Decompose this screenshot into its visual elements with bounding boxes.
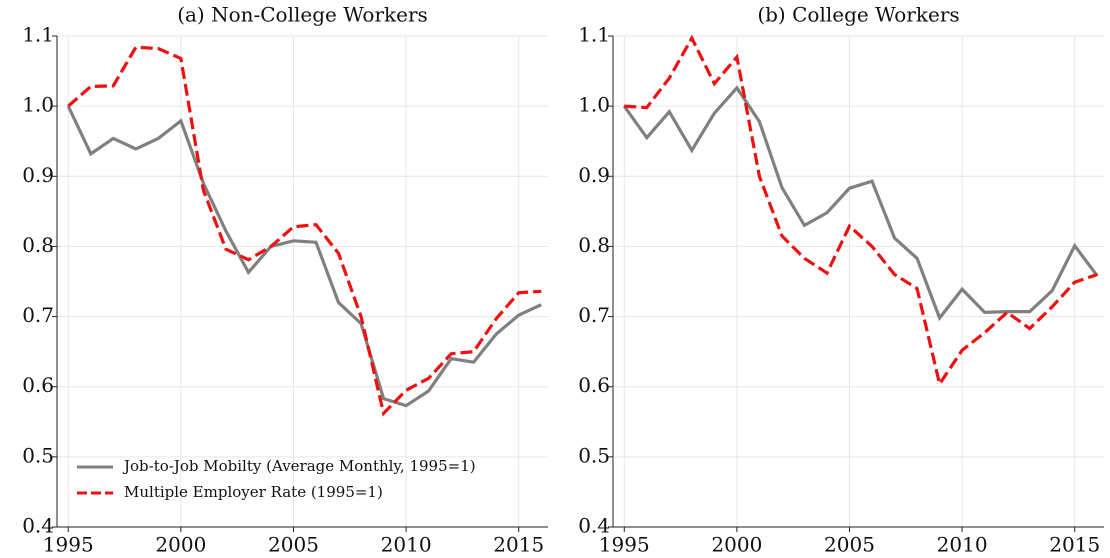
x-tick-label: 2010: [937, 533, 988, 557]
x-tick-label: 2015: [1049, 533, 1100, 557]
series-line: [624, 34, 1098, 388]
y-tick-label: 0.5: [22, 443, 54, 467]
x-tick-label: 1995: [599, 533, 650, 557]
y-tick-label: 0.4: [22, 514, 54, 538]
y-tick-label: 0.8: [578, 233, 610, 257]
y-tick-label: 0.8: [22, 233, 54, 257]
x-tick-label: 2000: [155, 533, 206, 557]
y-tick-label: 1.1: [22, 23, 54, 47]
y-tick-label: 1.1: [578, 23, 610, 47]
y-tick-label: 0.7: [578, 303, 610, 327]
y-tick-label: 0.9: [22, 163, 54, 187]
y-tick-label: 0.4: [578, 514, 610, 538]
x-tick-label: 2005: [824, 533, 875, 557]
x-tick-label: 2010: [381, 533, 432, 557]
legend-label: Multiple Employer Rate (1995=1): [124, 483, 383, 501]
y-tick-label: 0.7: [22, 303, 54, 327]
legend-label: Job-to-Job Mobilty (Average Monthly, 199…: [122, 457, 476, 475]
y-tick-label: 0.6: [578, 373, 610, 397]
x-tick-label: 2000: [711, 533, 762, 557]
y-tick-label: 0.6: [22, 373, 54, 397]
y-tick-label: 1.0: [578, 93, 610, 117]
x-tick-label: 1995: [43, 533, 94, 557]
series-line: [66, 105, 542, 408]
series-line: [67, 45, 542, 417]
chart-title: (b) College Workers: [757, 3, 959, 27]
series-line: [622, 85, 1099, 322]
y-tick-label: 0.9: [578, 163, 610, 187]
y-tick-label: 0.5: [578, 443, 610, 467]
x-tick-label: 2005: [268, 533, 319, 557]
x-tick-label: 2015: [493, 533, 544, 557]
chart-title: (a) Non-College Workers: [177, 3, 428, 27]
y-tick-label: 1.0: [22, 93, 54, 117]
